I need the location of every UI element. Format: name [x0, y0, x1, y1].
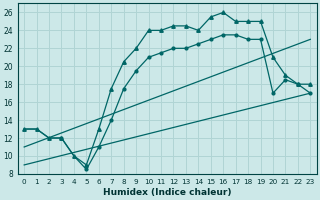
- X-axis label: Humidex (Indice chaleur): Humidex (Indice chaleur): [103, 188, 231, 197]
